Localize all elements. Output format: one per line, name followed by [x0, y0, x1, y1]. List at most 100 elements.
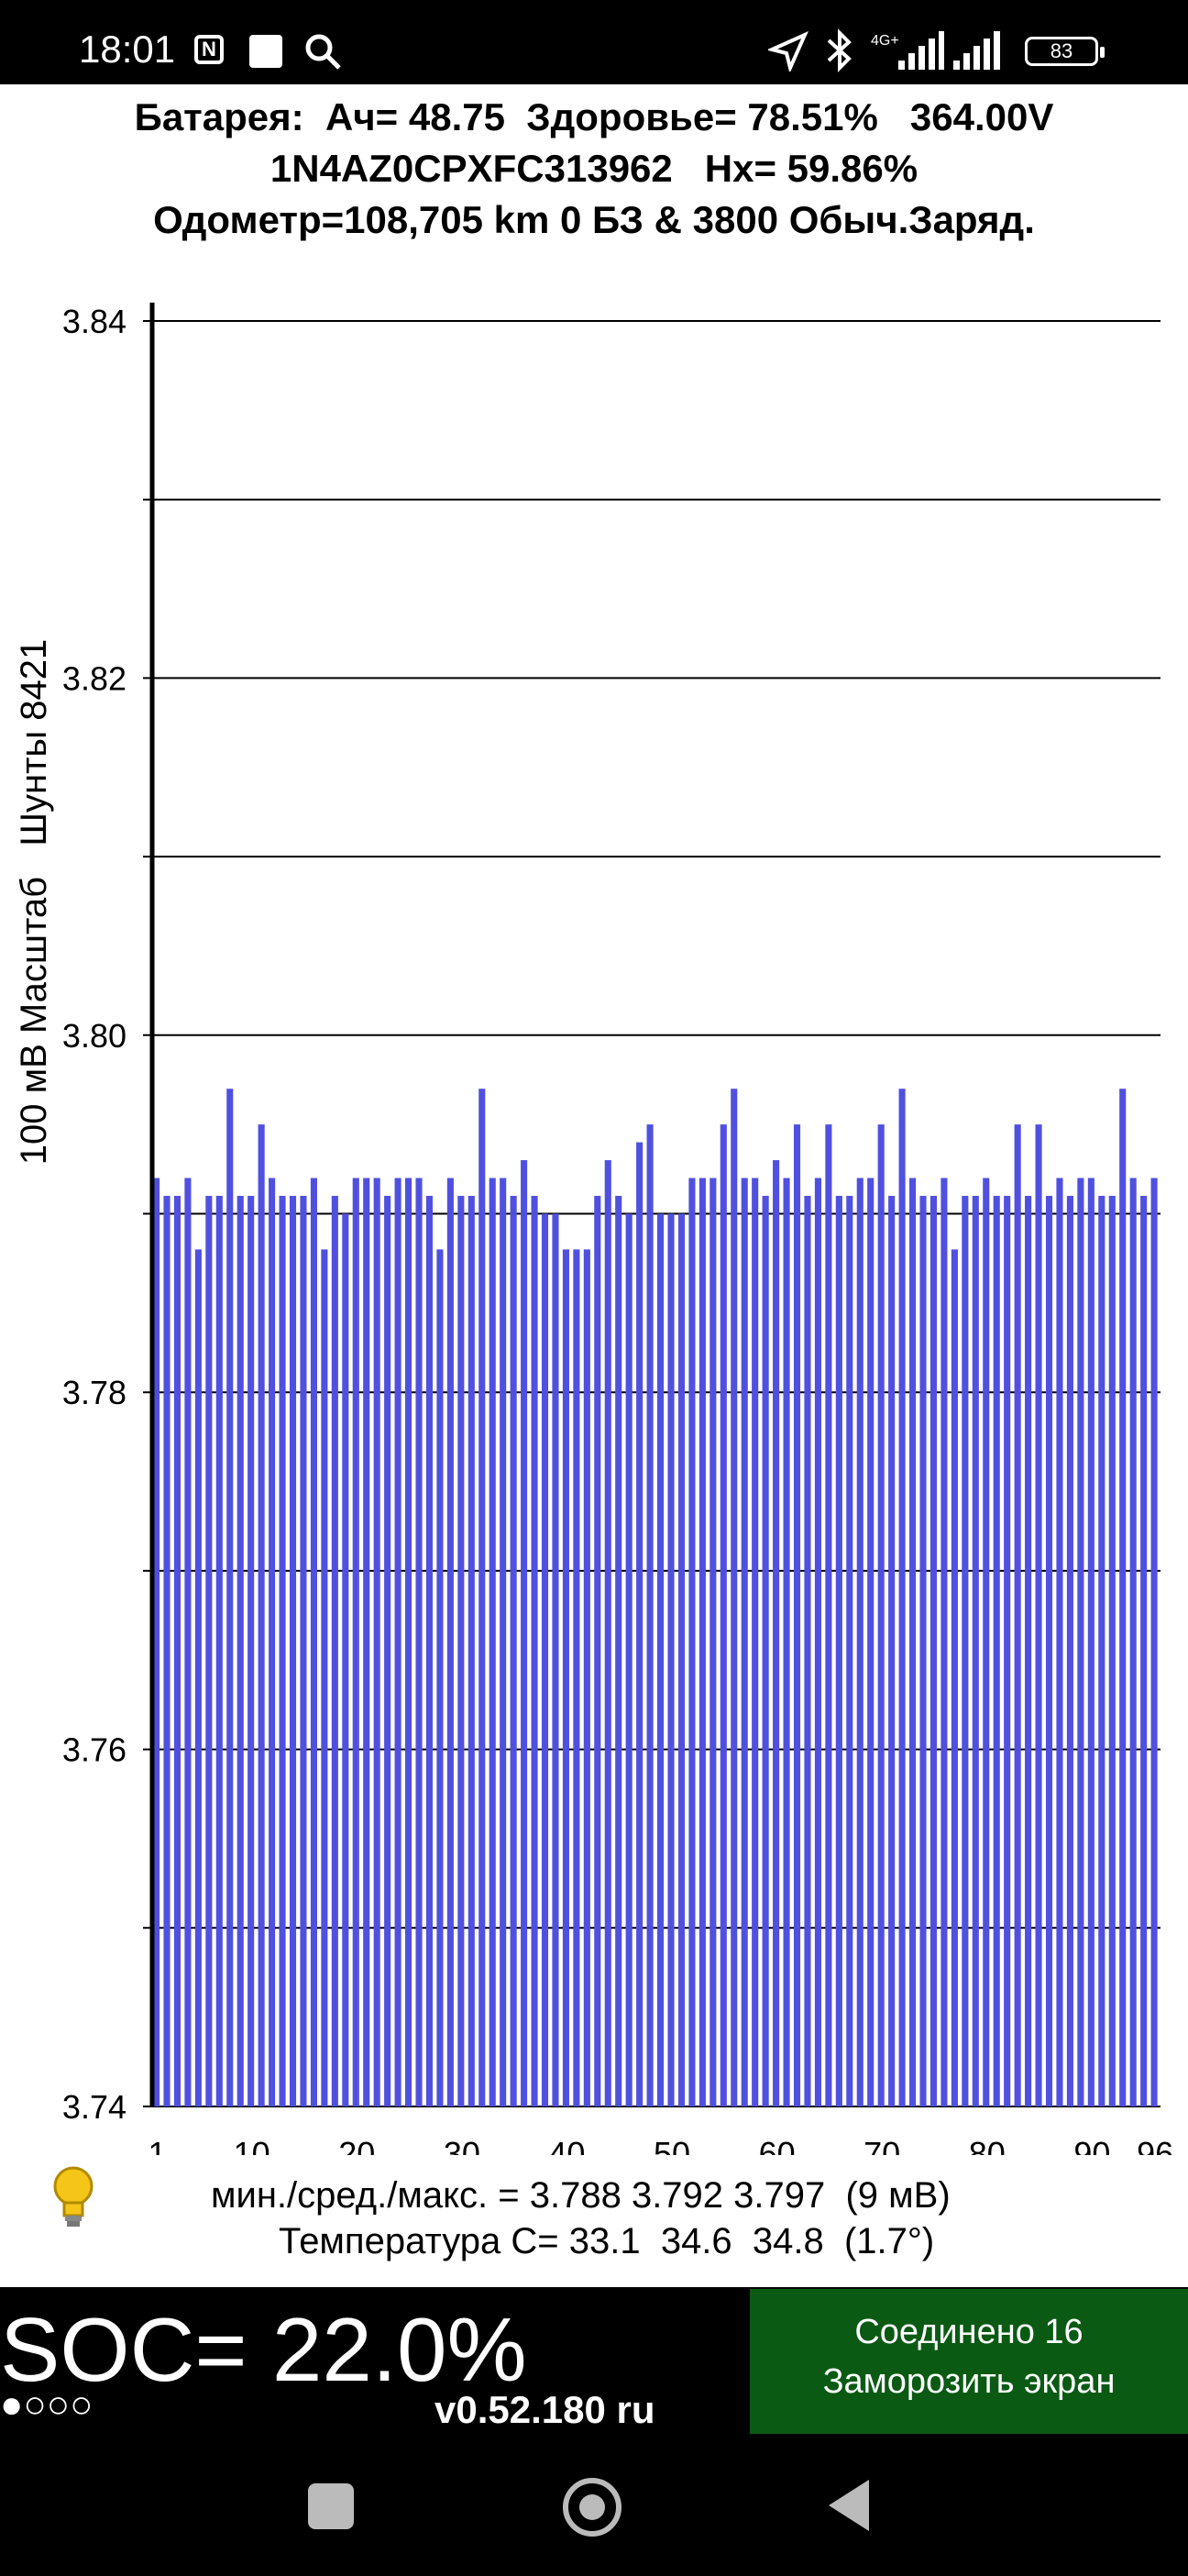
voltage-bar — [425, 1196, 434, 2106]
voltage-bar — [521, 1160, 528, 2106]
voltage-bar — [583, 1249, 590, 2106]
y-tick-label: 3.74 — [62, 2088, 126, 2126]
voltage-bar — [1014, 1124, 1021, 2106]
connection-status: Соединено 16 — [854, 2313, 1084, 2351]
search-icon — [305, 34, 341, 70]
voltage-bar — [457, 1196, 465, 2106]
voltage-bar — [646, 1124, 654, 2106]
home-icon[interactable] — [563, 2478, 622, 2537]
back-icon[interactable] — [829, 2480, 869, 2531]
voltage-bar — [877, 1124, 885, 2106]
voltage-bar — [489, 1177, 496, 2106]
x-tick-label: 70 — [864, 2135, 900, 2155]
voltage-bar — [1035, 1124, 1042, 2106]
connect-freeze-button[interactable]: Соединено 16 Заморозить экран — [750, 2289, 1188, 2434]
lightbulb-icon[interactable] — [48, 2162, 99, 2232]
voltage-bar — [468, 1196, 475, 2106]
recents-icon[interactable] — [308, 2483, 354, 2529]
voltage-bar — [331, 1196, 338, 2106]
voltage-bar — [698, 1177, 706, 2106]
x-tick-label: 50 — [654, 2135, 690, 2155]
y-tick-label: 3.76 — [62, 1731, 126, 1769]
voltage-bar — [531, 1196, 538, 2106]
x-tick-label: 90 — [1073, 2135, 1110, 2155]
signal-icon — [953, 31, 1000, 70]
voltage-bar — [919, 1196, 927, 2106]
voltage-bar — [415, 1177, 423, 2106]
voltage-bar — [236, 1196, 244, 2106]
voltage-bar — [835, 1196, 842, 2106]
battery-icon: 83 — [1025, 37, 1105, 66]
x-tick-label: 40 — [548, 2135, 585, 2155]
voltage-bar — [710, 1177, 717, 2106]
voltage-bar — [500, 1177, 507, 2106]
cell-voltage-chart[interactable]: 3.84 3.82 3.80 3.78 3.76 3.74 1 10 20 30 40 50 60 70 8… — [0, 248, 1188, 2155]
voltage-bar — [909, 1177, 917, 2106]
voltage-bar — [1150, 1177, 1158, 2106]
voltage-bar — [436, 1249, 444, 2106]
odometer-line: Одометр=108,705 km 0 БЗ & 3800 Обыч.Заря… — [153, 198, 1035, 241]
voltage-bar — [962, 1196, 969, 2106]
voltage-bar — [552, 1213, 559, 2106]
voltage-bar — [205, 1196, 213, 2106]
soc-readout: SOC= 22.0% — [0, 2299, 527, 2400]
voltage-bar — [972, 1196, 979, 2106]
freeze-screen-label: Заморозить экран — [822, 2362, 1116, 2401]
network-type: 4G+ — [871, 33, 899, 49]
y-tick-label: 3.78 — [62, 1374, 126, 1411]
y-tick-label: 3.84 — [62, 303, 126, 340]
voltage-bar — [846, 1196, 853, 2106]
x-tick-label: 96 — [1137, 2135, 1173, 2155]
square-icon — [249, 35, 282, 68]
voltage-bar — [373, 1177, 380, 2106]
voltage-bar — [814, 1177, 821, 2106]
voltage-bar — [289, 1196, 297, 2106]
voltage-bar — [856, 1177, 864, 2106]
voltage-bar — [825, 1124, 832, 2106]
voltage-bar — [951, 1249, 958, 2106]
voltage-bar — [562, 1249, 569, 2106]
voltage-bar — [384, 1196, 391, 2106]
voltage-bar — [720, 1124, 727, 2106]
x-tick-label: 60 — [759, 2135, 796, 2155]
voltage-bar — [594, 1196, 601, 2106]
y-tick-label: 3.82 — [62, 659, 126, 697]
x-tick-label: 10 — [234, 2135, 270, 2155]
nfc-icon: N — [194, 35, 224, 64]
voltage-bar — [1004, 1196, 1011, 2106]
voltage-bar — [173, 1196, 182, 2106]
temperature-stats: Температура С= 33.1 34.6 34.8 (1.7°) — [279, 2221, 935, 2261]
voltage-stats: мин./сред./макс. = 3.788 3.792 3.797 (9 … — [211, 2175, 951, 2216]
voltage-bar — [279, 1196, 286, 2106]
voltage-bar — [394, 1177, 402, 2106]
voltage-bar — [163, 1196, 170, 2106]
voltage-bar — [1087, 1177, 1094, 2106]
voltage-bar — [573, 1249, 580, 2106]
voltage-bar — [793, 1124, 801, 2106]
voltage-bar — [604, 1160, 611, 2106]
voltage-bar — [194, 1249, 202, 2106]
status-dots: ●○○○ — [0, 2383, 94, 2426]
battery-summary: Батарея: Ач= 48.75 Здоровье= 78.51% 364.… — [134, 95, 1054, 138]
x-tick-label: 20 — [338, 2135, 375, 2155]
x-tick-label: 1 — [148, 2135, 167, 2155]
voltage-bar — [258, 1124, 265, 2106]
voltage-bar — [541, 1213, 549, 2106]
voltage-bar — [752, 1177, 759, 2106]
voltage-bar — [940, 1177, 948, 2106]
voltage-bar — [741, 1177, 748, 2106]
voltage-bar — [310, 1177, 317, 2106]
voltage-bar — [510, 1196, 517, 2106]
voltage-bar — [867, 1177, 874, 2106]
voltage-bar — [898, 1089, 906, 2106]
voltage-bar — [804, 1196, 811, 2106]
vin-line: 1N4AZ0CPXFC313962 Hx= 59.86% — [270, 147, 918, 190]
voltage-bar — [677, 1213, 686, 2106]
app-version: v0.52.180 ru — [434, 2388, 655, 2431]
bluetooth-icon — [827, 28, 852, 72]
voltage-bar — [1025, 1196, 1032, 2106]
voltage-bar — [321, 1249, 328, 2106]
voltage-bar — [269, 1177, 276, 2106]
voltage-bar — [226, 1089, 234, 2106]
voltage-bar — [731, 1089, 738, 2106]
